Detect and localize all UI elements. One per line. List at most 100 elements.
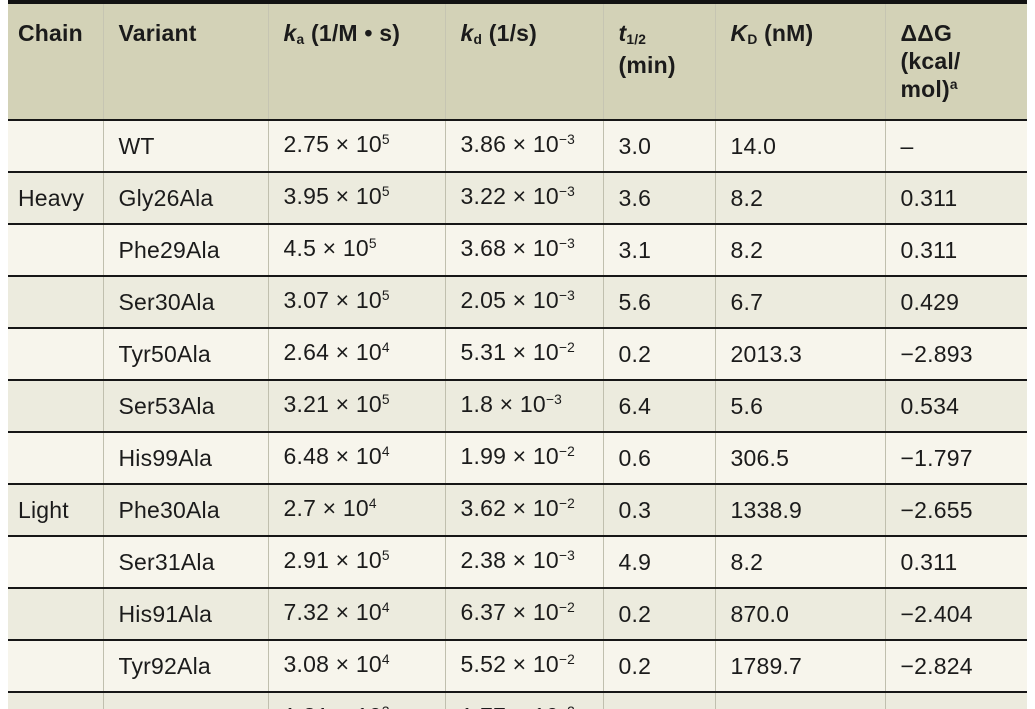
cell-ddG: −2.893 — [884, 328, 1027, 380]
cell-kd: 2.05 × 10−3 — [444, 276, 603, 328]
cell-variant: Tyr50Ala — [102, 328, 268, 380]
cell-ka: 1.31 × 103 — [267, 692, 445, 709]
cell-variant: Phe29Ala — [102, 224, 268, 276]
cell-variant: Gly26Ala — [102, 172, 268, 224]
cell-ka: 3.07 × 105 — [267, 276, 445, 328]
cell-ddG: 0.311 — [884, 172, 1027, 224]
table-row: Tyr50Ala 2.64 × 104 5.31 × 10−2 0.2 2013.3 −2… — [8, 328, 1027, 380]
cell-thalf: 0.2 — [602, 328, 715, 380]
cell-ddG: 0.429 — [884, 276, 1027, 328]
cell-thalf: 0.2 — [602, 640, 715, 692]
cell-chain: Light — [8, 484, 103, 536]
cell-chain — [8, 640, 103, 692]
column-header-ddG: ΔΔG (kcal/mol)a — [884, 2, 1027, 120]
cell-chain — [8, 432, 103, 484]
cell-ka: 3.08 × 104 — [267, 640, 445, 692]
cell-thalf: 3.0 — [602, 120, 715, 172]
cell-chain — [8, 120, 103, 172]
column-header-variant: Variant — [102, 2, 268, 120]
cell-thalf: 3.6 — [602, 172, 715, 224]
cell-ka: 2.64 × 104 — [267, 328, 445, 380]
cell-ddG: 0.311 — [884, 224, 1027, 276]
table-row: Pro95Ala1.31 × 1031.77 × 10−20.713,534.4… — [8, 692, 1027, 709]
cell-ka: 4.5 × 105 — [267, 224, 445, 276]
cell-thalf: 0.2 — [602, 588, 715, 640]
cell-KD: 1338.9 — [714, 484, 885, 536]
cell-KD: 6.7 — [714, 276, 885, 328]
table-row: Phe29Ala 4.5 × 105 3.68 × 10−3 3.1 8.2 0.311 — [8, 224, 1027, 276]
cell-ddG: −1.797 — [884, 432, 1027, 484]
cell-chain — [8, 328, 103, 380]
table-header: Chain Variant ka (1/M • s) kd (1/s) t1/2 (mi… — [8, 2, 1027, 120]
cell-variant: Ser30Ala — [102, 276, 268, 328]
cell-thalf: 0.7 — [602, 692, 715, 709]
cell-chain — [8, 692, 103, 709]
cell-ddG: −2.655 — [884, 484, 1027, 536]
cell-kd: 1.99 × 10−2 — [444, 432, 603, 484]
cell-thalf: 4.9 — [602, 536, 715, 588]
cell-KD: 8.2 — [714, 172, 885, 224]
cell-ka: 2.7 × 104 — [267, 484, 445, 536]
cell-kd: 3.62 × 10−2 — [444, 484, 603, 536]
cell-KD: 8.2 — [714, 536, 885, 588]
cell-ka: 2.75 × 105 — [267, 120, 445, 172]
column-header-kd: kd (1/s) — [444, 2, 603, 120]
cell-variant: His91Ala — [102, 588, 268, 640]
table-row: Tyr92Ala 3.08 × 104 5.52 × 10−2 0.2 1789.7 −2… — [8, 640, 1027, 692]
cell-chain: Heavy — [8, 172, 103, 224]
table-row: His99Ala 6.48 × 104 1.99 × 10−2 0.6 306.5 −1.… — [8, 432, 1027, 484]
cell-kd: 5.31 × 10−2 — [444, 328, 603, 380]
cell-chain — [8, 276, 103, 328]
cell-ka: 6.48 × 104 — [267, 432, 445, 484]
column-header-ka: ka (1/M • s) — [267, 2, 445, 120]
cell-kd: 3.68 × 10−3 — [444, 224, 603, 276]
cell-ddG: −2.824 — [884, 640, 1027, 692]
cell-KD: 2013.3 — [714, 328, 885, 380]
cell-ka: 3.95 × 105 — [267, 172, 445, 224]
cell-chain — [8, 380, 103, 432]
cell-kd: 3.86 × 10−3 — [444, 120, 603, 172]
cell-chain — [8, 536, 103, 588]
table-row: His91Ala 7.32 × 104 6.37 × 10−2 0.2 870.0 −2.… — [8, 588, 1027, 640]
cell-kd: 6.37 × 10−2 — [444, 588, 603, 640]
cell-ddG: 0.534 — [884, 380, 1027, 432]
table-row: Ser53Ala 3.21 × 105 1.8 × 10−3 6.4 5.6 0.534 — [8, 380, 1027, 432]
cell-variant: WT — [102, 120, 268, 172]
table-body: WT 2.75 × 105 3.86 × 10−3 3.0 14.0– Heavy Gly2… — [8, 120, 1027, 709]
cell-kd: 1.77 × 10−2 — [444, 692, 603, 709]
table-row: WT 2.75 × 105 3.86 × 10−3 3.0 14.0– — [8, 120, 1027, 172]
cell-ka: 7.32 × 104 — [267, 588, 445, 640]
cell-kd: 3.22 × 10−3 — [444, 172, 603, 224]
table-row: Ser30Ala 3.07 × 105 2.05 × 10−3 5.6 6.7 0.429 — [8, 276, 1027, 328]
cell-variant: Ser31Ala — [102, 536, 268, 588]
cell-ddG: −2.404 — [884, 588, 1027, 640]
cell-KD: 8.2 — [714, 224, 885, 276]
table-row: Heavy Gly26Ala 3.95 × 105 3.22 × 10−3 3.6 8.2… — [8, 172, 1027, 224]
cell-variant: Ser53Ala — [102, 380, 268, 432]
kinetics-table: Chain Variant ka (1/M • s) kd (1/s) t1/2 (mi… — [8, 0, 1027, 709]
cell-KD: 1789.7 — [714, 640, 885, 692]
cell-kd: 5.52 × 10−2 — [444, 640, 603, 692]
cell-thalf: 0.3 — [602, 484, 715, 536]
cell-thalf: 6.4 — [602, 380, 715, 432]
cell-KD: 5.6 — [714, 380, 885, 432]
cell-kd: 2.38 × 10−3 — [444, 536, 603, 588]
cell-thalf: 0.6 — [602, 432, 715, 484]
cell-KD: 14.0 — [714, 120, 885, 172]
cell-chain — [8, 588, 103, 640]
column-header-chain: Chain — [8, 2, 103, 120]
column-header-KD: KD (nM) — [714, 2, 885, 120]
cell-thalf: 5.6 — [602, 276, 715, 328]
cell-variant: Tyr92Ala — [102, 640, 268, 692]
table-row: Ser31Ala 2.91 × 105 2.38 × 10−3 4.9 8.2 0.311 — [8, 536, 1027, 588]
cell-variant: Phe30Ala — [102, 484, 268, 536]
cell-ka: 3.21 × 105 — [267, 380, 445, 432]
cell-ddG: – — [884, 120, 1027, 172]
cell-KD: 306.5 — [714, 432, 885, 484]
cell-KD: 870.0 — [714, 588, 885, 640]
cell-thalf: 3.1 — [602, 224, 715, 276]
cell-ddG: 0.311 — [884, 536, 1027, 588]
cell-ddG: −4.002 — [884, 692, 1027, 709]
column-header-thalf: t1/2 (min) — [602, 2, 715, 120]
